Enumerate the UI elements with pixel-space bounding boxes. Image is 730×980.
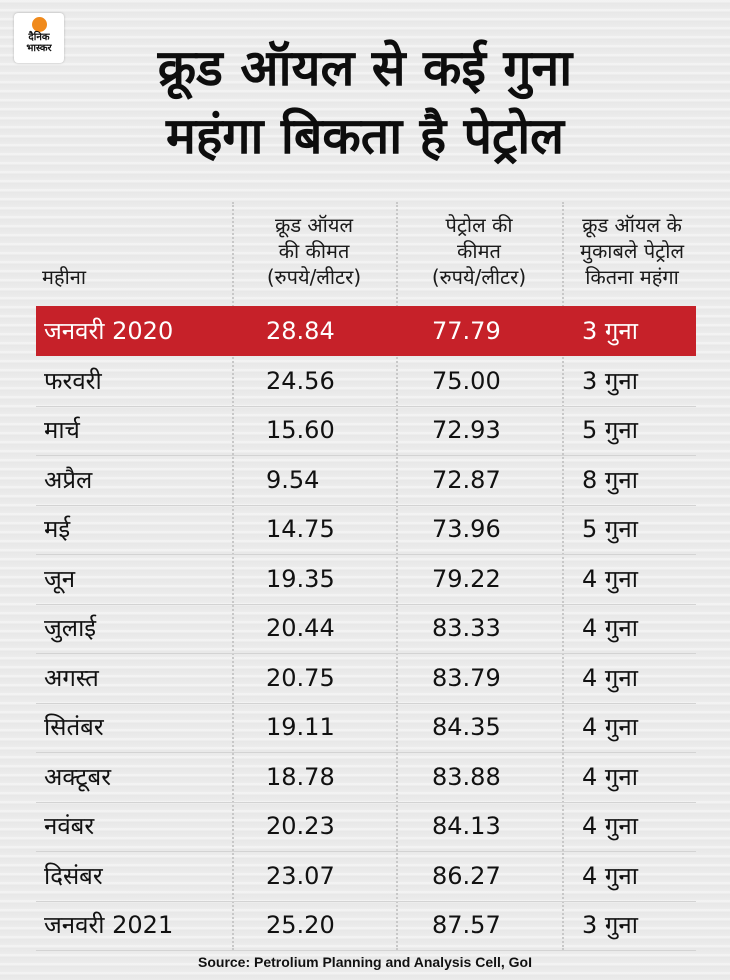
table-row: जून 19.35 79.22 4 गुना (36, 554, 696, 605)
header-line: कीमत (457, 239, 501, 263)
times-costlier-cell: 4 गुना (582, 762, 638, 791)
header-petrol-price: पेट्रोल की कीमत (रुपये/लीटर) (396, 212, 562, 312)
times-costlier-cell: 3 गुना (582, 911, 638, 939)
header-month-line: महीना (42, 265, 87, 289)
petrol-price-cell: 83.79 (432, 663, 501, 692)
table-row: अगस्त 20.75 83.79 4 गुना (36, 653, 696, 704)
times-costlier-cell: 4 गुना (582, 663, 638, 692)
petrol-price-cell: 77.79 (432, 317, 501, 345)
page-title: क्रूड ऑयल से कई गुना महंगा बिकता है पेट्… (0, 34, 730, 170)
crude-price-cell: 28.84 (266, 317, 335, 345)
petrol-price-cell: 72.93 (432, 416, 501, 444)
crude-price-cell: 20.23 (266, 812, 335, 840)
petrol-price-cell: 75.00 (432, 366, 501, 395)
times-costlier-cell: 8 गुना (582, 465, 638, 494)
petrol-price-cell: 84.13 (432, 812, 501, 840)
logo-text-line2: भास्कर (26, 43, 52, 54)
crude-price-cell: 18.78 (266, 762, 335, 791)
crude-price-cell: 19.35 (266, 564, 335, 593)
times-costlier-cell: 3 गुना (582, 317, 638, 345)
table-row: मई 14.75 73.96 5 गुना (36, 504, 696, 555)
header-line: क्रूड ऑयल (274, 213, 354, 237)
dainik-bhaskar-logo: दैनिक भास्कर (14, 13, 64, 63)
table-row: अप्रैल 9.54 72.87 8 गुना (36, 455, 696, 506)
petrol-price-cell: 73.96 (432, 515, 501, 543)
table-row: सितंबर 19.11 84.35 4 गुना (36, 702, 696, 753)
table-row: दिसंबर 23.07 86.27 4 गुना (36, 851, 696, 902)
title-line1: क्रूड ऑयल से कई गुना (157, 39, 573, 97)
crude-price-cell: 23.07 (266, 861, 335, 890)
table-row: जनवरी 2020 28.84 77.79 3 गुना (36, 306, 696, 356)
month-cell: अप्रैल (44, 465, 93, 494)
month-cell: फरवरी (44, 366, 102, 395)
petrol-price-cell: 86.27 (432, 861, 501, 890)
sun-icon (31, 17, 47, 32)
header-line: मुकाबले पेट्रोल (579, 239, 685, 263)
month-cell: अगस्त (44, 663, 99, 692)
times-costlier-cell: 5 गुना (582, 515, 638, 543)
header-line: (रुपये/लीटर) (431, 265, 527, 289)
logo-text-line1: दैनिक (28, 32, 50, 43)
petrol-price-cell: 83.88 (432, 762, 501, 791)
month-cell: अक्टूबर (44, 762, 112, 791)
month-cell: जनवरी 2021 (44, 911, 174, 939)
table-row: फरवरी 24.56 75.00 3 गुना (36, 356, 696, 407)
header-line: क्रूड ऑयल के (582, 213, 682, 237)
header-line: पेट्रोल की (445, 213, 513, 237)
header-line: (रुपये/लीटर) (266, 265, 362, 289)
table-row: अक्टूबर 18.78 83.88 4 गुना (36, 752, 696, 803)
times-costlier-cell: 4 गुना (582, 812, 638, 840)
petrol-price-cell: 72.87 (432, 465, 501, 494)
crude-price-cell: 25.20 (266, 911, 335, 939)
header-crude-price: क्रूड ऑयल की कीमत (रुपये/लीटर) (232, 212, 396, 312)
times-costlier-cell: 5 गुना (582, 416, 638, 444)
price-comparison-table: महीना क्रूड ऑयल की कीमत (रुपये/लीटर) पेट… (36, 202, 696, 951)
title-line2: महंगा बिकता है पेट्रोल (165, 107, 565, 165)
crude-price-cell: 24.56 (266, 366, 335, 395)
month-cell: दिसंबर (44, 861, 103, 890)
month-cell: जुलाई (44, 614, 97, 642)
source-note: Source: Petrolium Planning and Analysis … (198, 954, 532, 970)
table-row: मार्च 15.60 72.93 5 गुना (36, 405, 696, 456)
month-cell: सितंबर (44, 713, 104, 741)
table-row: जनवरी 2021 25.20 87.57 3 गुना (36, 900, 696, 951)
times-costlier-cell: 3 गुना (582, 366, 638, 395)
crude-price-cell: 20.75 (266, 663, 335, 692)
petrol-price-cell: 83.33 (432, 614, 501, 642)
times-costlier-cell: 4 गुना (582, 614, 638, 642)
column-separator (396, 202, 398, 950)
month-cell: जून (44, 564, 76, 593)
times-costlier-cell: 4 गुना (582, 713, 638, 741)
header-month: महीना (42, 264, 222, 364)
month-cell: मार्च (44, 416, 80, 444)
column-separator (562, 202, 564, 950)
crude-price-cell: 20.44 (266, 614, 335, 642)
times-costlier-cell: 4 गुना (582, 564, 638, 593)
month-cell: जनवरी 2020 (44, 317, 174, 345)
month-cell: नवंबर (44, 812, 95, 840)
crude-price-cell: 14.75 (266, 515, 335, 543)
petrol-price-cell: 79.22 (432, 564, 501, 593)
crude-price-cell: 15.60 (266, 416, 335, 444)
times-costlier-cell: 4 गुना (582, 861, 638, 890)
month-cell: मई (44, 515, 71, 543)
petrol-price-cell: 87.57 (432, 911, 501, 939)
column-separator (232, 202, 234, 950)
petrol-price-cell: 84.35 (432, 713, 501, 741)
table-row: नवंबर 20.23 84.13 4 गुना (36, 801, 696, 852)
header-times-costlier: क्रूड ऑयल के मुकाबले पेट्रोल कितना महंगा (562, 212, 702, 312)
table-row: जुलाई 20.44 83.33 4 गुना (36, 603, 696, 654)
crude-price-cell: 9.54 (266, 465, 320, 494)
crude-price-cell: 19.11 (266, 713, 335, 741)
header-line: कितना महंगा (585, 265, 679, 289)
header-line: की कीमत (278, 239, 350, 263)
